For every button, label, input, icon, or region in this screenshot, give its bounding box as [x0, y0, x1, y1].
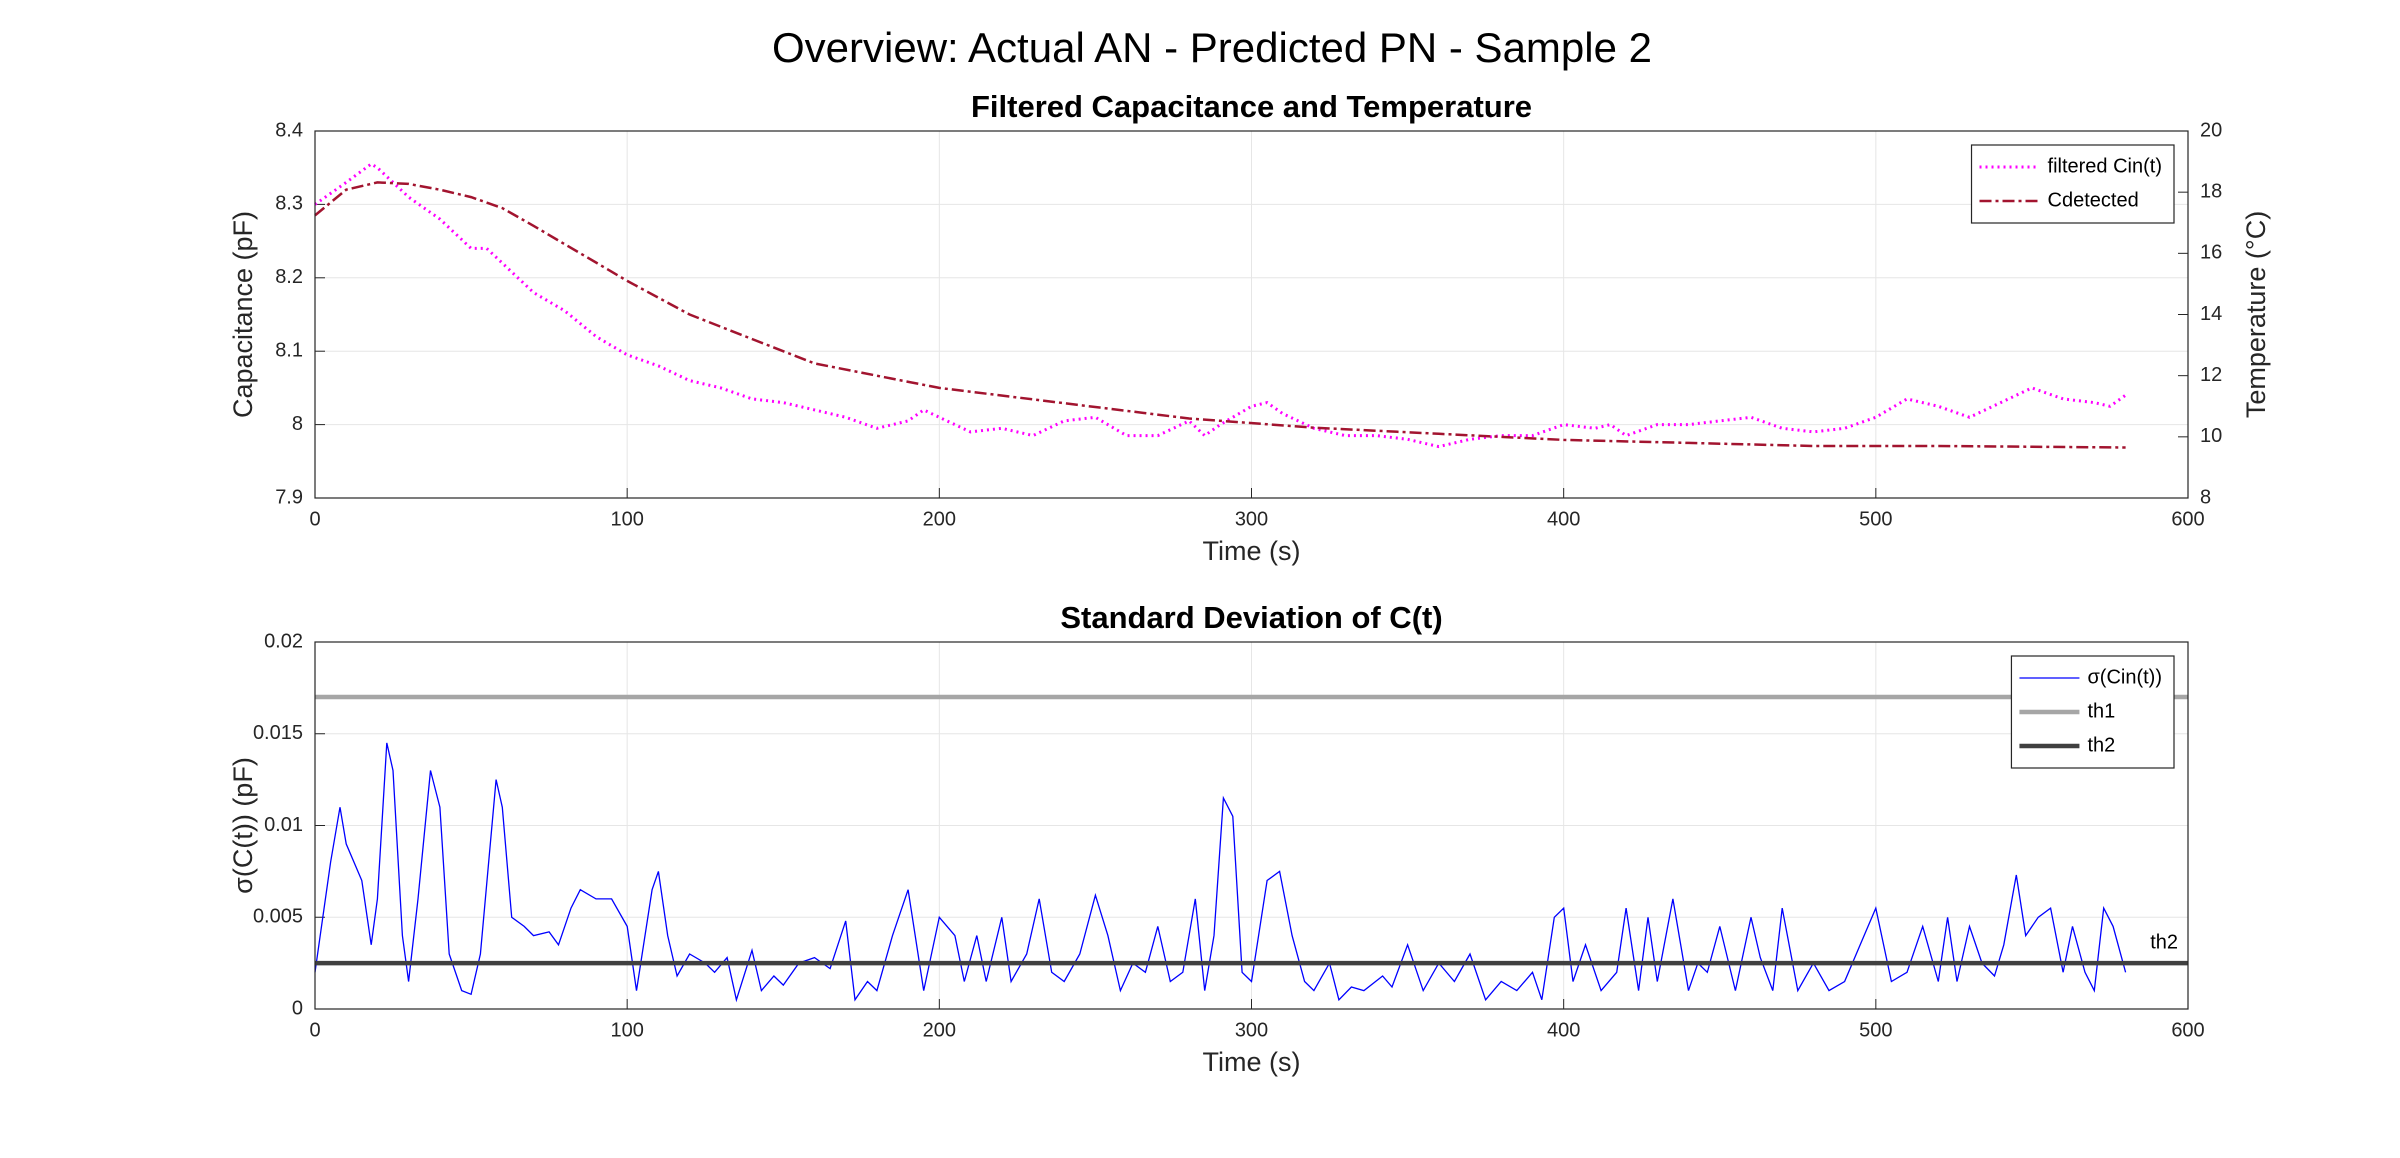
y-tick-label: 8.4 — [275, 119, 303, 141]
x-tick-label: 600 — [2171, 1019, 2204, 1041]
data-line — [314, 742, 2127, 1003]
y-tick-label: 0.02 — [264, 630, 303, 652]
x-tick-label: 300 — [1235, 1019, 1268, 1041]
plot-frame — [314, 130, 2189, 499]
legend-label: th1 — [2087, 700, 2115, 722]
legend-label: th2 — [2087, 734, 2115, 756]
legend-label: Cdetected — [2048, 189, 2139, 211]
x-tick-label: 200 — [923, 508, 956, 530]
chart-title: Filtered Capacitance and Temperature — [971, 89, 1532, 124]
x-tick-label: 500 — [1859, 1019, 1892, 1041]
x-tick-label: 0 — [309, 508, 320, 530]
legend-label: σ(Cin(t)) — [2087, 666, 2162, 688]
figure-title: Overview: Actual AN - Predicted PN - Sam… — [772, 24, 1652, 71]
y2-tick-label: 8 — [2200, 486, 2211, 508]
y-tick-label: 0.015 — [253, 722, 303, 744]
x-tick-label: 100 — [610, 508, 643, 530]
y-tick-label: 8 — [292, 413, 303, 435]
y-tick-label: 0.01 — [264, 814, 303, 836]
x-tick-label: 500 — [1859, 508, 1892, 530]
y2-tick-label: 14 — [2200, 303, 2222, 325]
y-tick-label: 0.005 — [253, 906, 303, 928]
legend: σ(Cin(t)) th1 th2 — [2010, 655, 2175, 769]
y-tick-label: 8.2 — [275, 266, 303, 288]
x-tick-label: 100 — [610, 1019, 643, 1041]
x-tick-label: 200 — [923, 1019, 956, 1041]
y2-tick-label: 12 — [2200, 364, 2222, 386]
annotation: th2 — [2150, 931, 2178, 953]
y-axis-label: σ(C(t)) (pF) — [228, 757, 258, 894]
x-tick-label: 300 — [1235, 508, 1268, 530]
chart-title: Standard Deviation of C(t) — [1060, 600, 1442, 635]
x-tick-label: 400 — [1547, 508, 1580, 530]
x-axis-label: Time (s) — [1203, 536, 1301, 566]
y-axis-label: Capacitance (pF) — [228, 211, 258, 418]
legend-label: filtered Cin(t) — [2048, 155, 2162, 177]
y-tick-label: 8.3 — [275, 193, 303, 215]
x-tick-label: 0 — [309, 1019, 320, 1041]
data-line — [314, 181, 2126, 449]
x-tick-label: 600 — [2171, 508, 2204, 530]
plot-frame — [314, 641, 2189, 1010]
x-tick-label: 400 — [1547, 1019, 1580, 1041]
legend: filtered Cin(t) Cdetected — [1970, 144, 2175, 224]
y2-tick-label: 20 — [2200, 119, 2222, 141]
y2-tick-label: 16 — [2200, 242, 2222, 264]
x-axis-label: Time (s) — [1203, 1047, 1301, 1077]
legend-box — [1970, 144, 2175, 224]
y2-tick-label: 18 — [2200, 180, 2222, 202]
y-tick-label: 8.1 — [275, 339, 303, 361]
y2-tick-label: 10 — [2200, 425, 2222, 447]
y-tick-label: 0 — [292, 997, 303, 1019]
y2-axis-label: Temperature (°C) — [2241, 211, 2271, 418]
y-tick-label: 7.9 — [275, 486, 303, 508]
